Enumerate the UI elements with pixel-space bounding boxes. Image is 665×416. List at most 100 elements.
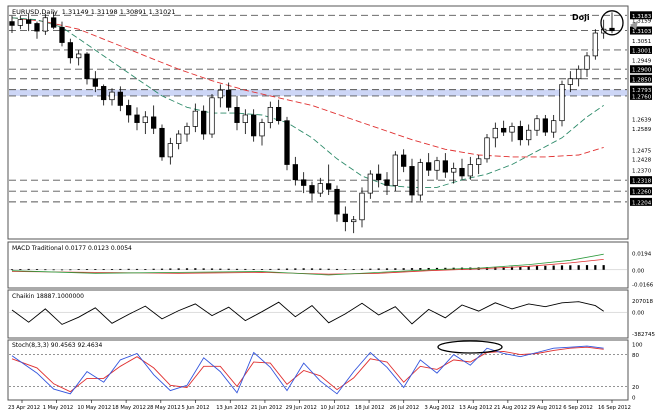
candle-body-59 — [501, 127, 507, 133]
candle-body-63 — [534, 118, 540, 131]
candle-body-36 — [309, 185, 315, 194]
macd-bar-52 — [444, 267, 447, 270]
candle-body-26 — [226, 89, 232, 108]
candle-body-57 — [484, 137, 490, 160]
macd-bar-35 — [302, 268, 305, 270]
chaikin-plot: 207018 0.00 -382745 — [9, 299, 655, 338]
macd-bar-39 — [335, 268, 339, 270]
candle-body-66 — [559, 84, 565, 122]
price-candles — [9, 12, 615, 234]
candle-body-38 — [326, 183, 332, 190]
macd-bar-70 — [594, 265, 597, 270]
price-tick-label-5: 1.2949 — [632, 58, 652, 64]
macd-bar-15 — [135, 268, 139, 270]
candle-body-22 — [192, 110, 198, 127]
chaikin-line — [11, 301, 604, 325]
chaikin-panel-frame — [7, 289, 629, 339]
symbol-label: EURUSD,Daily — [12, 8, 58, 16]
ma-slow-line — [11, 17, 604, 158]
ma-fast-line — [11, 17, 604, 188]
candle-body-52 — [442, 160, 448, 173]
price-tick-label-1: 1.3159 — [632, 18, 652, 24]
candle-body-21 — [184, 126, 190, 135]
price-tick-label-14: 1.2370 — [632, 169, 652, 175]
candle-body-51 — [434, 160, 440, 171]
macd-bar-62 — [527, 266, 530, 270]
candle-body-31 — [267, 106, 273, 123]
price-tick-box-8 — [630, 85, 652, 94]
stoch-plot: 100 80 20 0 — [9, 343, 643, 402]
candle-body-14 — [126, 105, 132, 116]
macd-bar-28 — [244, 268, 247, 270]
date-label-13: 13 Aug 2012 — [459, 405, 492, 411]
macd-bar-31 — [269, 268, 272, 270]
candle-body-34 — [292, 164, 298, 181]
candle-body-49 — [417, 162, 423, 196]
macd-bar-44 — [377, 268, 380, 270]
macd-bar-3 — [35, 269, 39, 270]
candle-body-4 — [42, 17, 48, 32]
date-label-4: 28 May 2012 — [147, 405, 181, 411]
price-tick-label-8: 1.2793 — [632, 88, 652, 94]
date-label-14: 21 Aug 2012 — [494, 405, 527, 411]
macd-bar-11 — [102, 269, 105, 270]
macd-bar-26 — [227, 268, 230, 270]
date-label-2: 10 May 2012 — [77, 405, 111, 411]
candle-body-53 — [451, 167, 457, 173]
candle-body-23 — [201, 110, 207, 135]
candle-body-69 — [584, 55, 590, 70]
candle-body-24 — [209, 97, 215, 135]
date-label-0: 23 Apr 2012 — [8, 405, 40, 411]
macd-title: MACD Traditional 0.0177 0.0123 0.0054 — [12, 245, 132, 252]
price-tick-label-15: 1.2318 — [632, 179, 652, 185]
candle-body-46 — [392, 154, 398, 186]
macd-bar-12 — [110, 269, 114, 270]
price-tick-label-7: 1.2850 — [632, 77, 652, 83]
price-tick-label-3: 1.3051 — [632, 39, 651, 45]
candle-body-50 — [426, 162, 432, 171]
highlight-band-rect — [9, 89, 627, 96]
candle-body-42 — [359, 192, 365, 221]
macd-bar-6 — [60, 269, 64, 271]
macd-bar-8 — [77, 269, 80, 270]
macd-bar-30 — [260, 269, 264, 270]
macd-bar-60 — [510, 266, 514, 270]
doji-label: Doji — [572, 13, 590, 22]
price-tick-label-16: 1.2260 — [632, 190, 652, 196]
stoch-overbought-circle — [437, 340, 503, 354]
stoch-tick-label-1: 80 — [632, 353, 639, 359]
macd-bar-18 — [160, 268, 164, 270]
candle-body-3 — [34, 23, 40, 32]
chaikin-tick-label-1: 0.00 — [632, 311, 645, 317]
macd-bar-38 — [327, 268, 330, 270]
candle-body-55 — [467, 164, 473, 177]
macd-bar-24 — [210, 268, 214, 270]
candle-body-13 — [117, 91, 123, 106]
candle-body-7 — [67, 42, 73, 59]
stoch-k-line — [11, 345, 604, 395]
stoch-title: Stoch(8,3,3) 90.4563 92.4634 — [12, 342, 103, 349]
macd-bar-13 — [119, 268, 122, 270]
price-tick-label-2: 1.3103 — [632, 29, 652, 35]
macd-bar-32 — [277, 268, 280, 270]
date-label-15: 29 Aug 2012 — [529, 405, 562, 411]
macd-bar-66 — [560, 265, 564, 270]
macd-bar-48 — [410, 268, 414, 270]
candle-body-41 — [351, 219, 357, 223]
macd-bar-61 — [519, 266, 522, 270]
macd-bar-17 — [152, 268, 155, 270]
date-label-7: 21 Jun 2012 — [251, 405, 282, 411]
stoch-d-line — [11, 346, 604, 393]
macd-bar-37 — [319, 268, 322, 270]
date-label-6: 13 Jun 2012 — [216, 405, 247, 411]
macd-bar-71 — [602, 265, 605, 270]
price-tick-box-17 — [630, 197, 652, 206]
candle-body-27 — [234, 106, 240, 123]
macd-bar-22 — [194, 268, 197, 270]
macd-bar-19 — [169, 268, 172, 270]
date-axis: 23 Apr 2012 1 May 2012 10 May 2012 18 May 2… — [8, 400, 631, 411]
candle-body-48 — [409, 166, 415, 196]
